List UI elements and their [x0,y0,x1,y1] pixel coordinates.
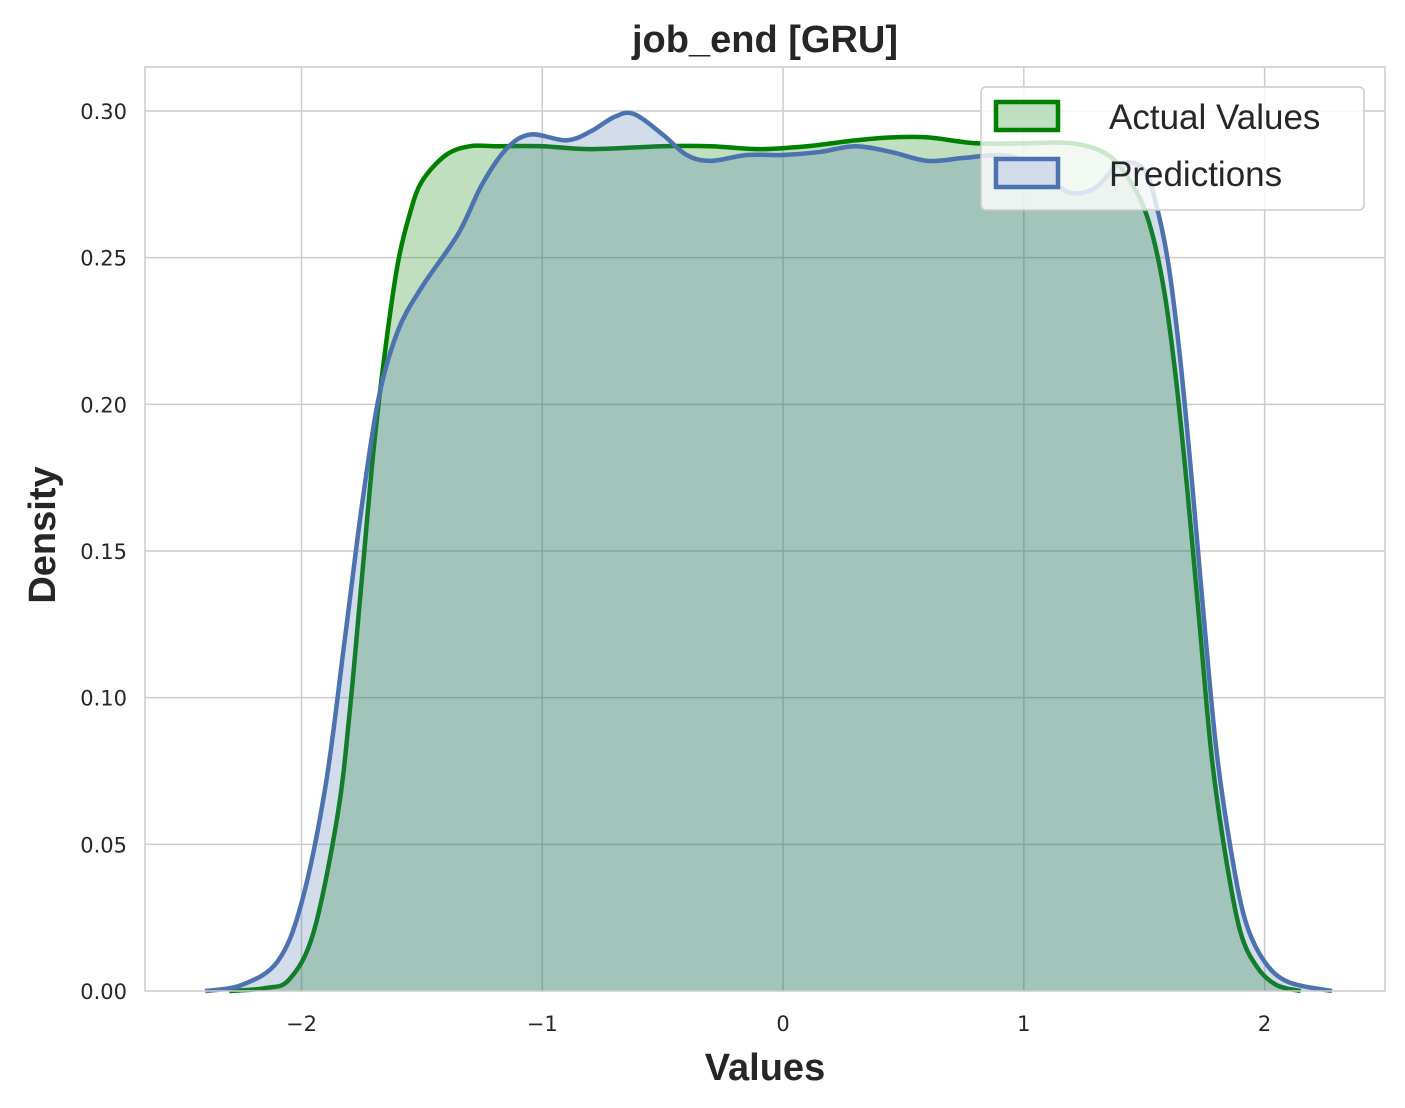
legend-entry-predictions: Predictions [993,155,1282,194]
legend-box [980,86,1365,211]
legend-swatch [993,99,1061,133]
y-tick-label: 0.25 [80,247,127,271]
x-axis-ticks: −2 −1 0 1 2 [286,1012,1271,1036]
y-tick-label: 0.30 [80,100,127,124]
x-tick-label: 1 [1017,1012,1030,1036]
y-axis-label: Density [22,466,64,603]
legend-label: Predictions [1109,155,1282,194]
plot-frame [144,66,1386,992]
legend-label: Actual Values [1109,98,1320,137]
legend: Actual Values Predictions [980,86,1365,211]
series-area-predictions [205,112,1333,991]
y-tick-label: 0.00 [80,980,127,1004]
legend-swatch [993,156,1061,190]
series-layer [204,110,1333,994]
y-tick-label: 0.20 [80,393,127,417]
y-tick-label: 0.15 [80,540,127,564]
x-tick-label: 2 [1258,1012,1271,1036]
x-tick-label: −2 [286,1012,317,1036]
x-axis-label: Values [705,1047,825,1089]
series-line-predictions [204,110,1333,994]
series-line-actual-values [229,134,1302,994]
y-axis-ticks: 0.00 0.05 0.10 0.15 0.20 0.25 0.30 [80,100,127,1004]
y-tick-label: 0.10 [80,687,127,711]
x-tick-label: −1 [527,1012,558,1036]
series-area-actual-values [229,136,1301,991]
x-tick-label: 0 [776,1012,789,1036]
chart-title: job_end [GRU] [631,19,898,61]
legend-entry-actual-values: Actual Values [993,98,1320,137]
y-tick-label: 0.05 [80,833,127,857]
